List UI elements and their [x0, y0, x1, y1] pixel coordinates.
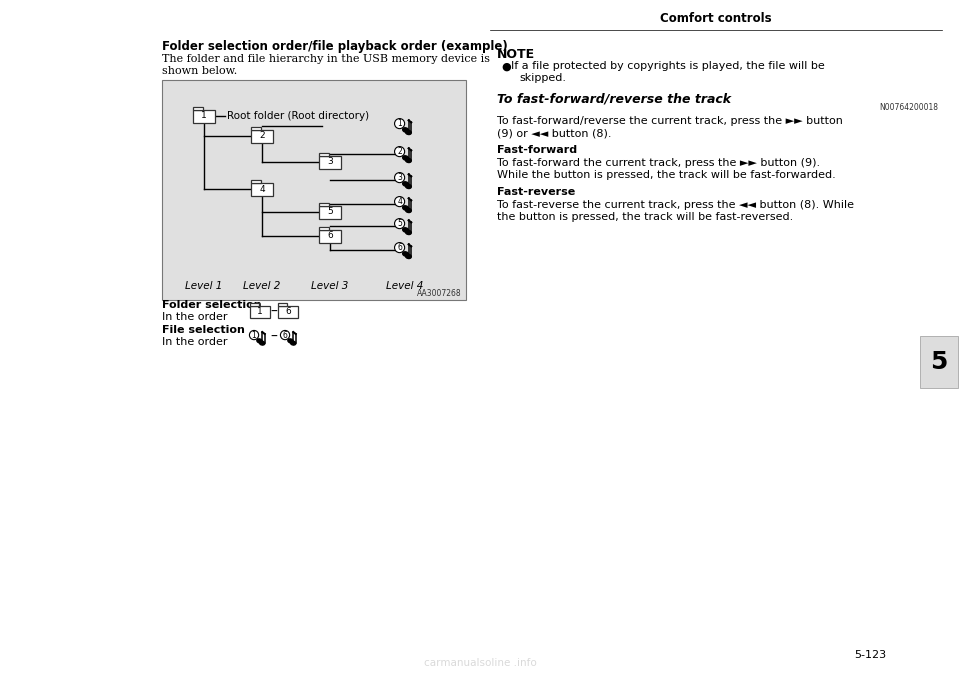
Text: To fast-forward/reverse the track: To fast-forward/reverse the track — [497, 92, 732, 105]
Ellipse shape — [405, 208, 411, 212]
Text: 3: 3 — [327, 157, 333, 167]
FancyBboxPatch shape — [251, 182, 273, 195]
Text: 5: 5 — [397, 219, 402, 228]
Text: 1: 1 — [202, 111, 206, 121]
Ellipse shape — [259, 341, 265, 345]
Circle shape — [395, 197, 405, 207]
Ellipse shape — [405, 184, 411, 188]
FancyBboxPatch shape — [250, 303, 259, 306]
FancyBboxPatch shape — [250, 306, 270, 318]
Text: AA3007268: AA3007268 — [418, 289, 462, 298]
Text: 6: 6 — [327, 231, 333, 241]
Text: 6: 6 — [282, 331, 287, 340]
Text: carmanualsoline .info: carmanualsoline .info — [423, 658, 537, 668]
Text: Fast-reverse: Fast-reverse — [497, 187, 575, 197]
Text: ●: ● — [501, 62, 511, 72]
Text: Level 3: Level 3 — [311, 281, 348, 291]
Ellipse shape — [405, 130, 411, 134]
Text: (9) or ◄◄ button (8).: (9) or ◄◄ button (8). — [497, 128, 612, 138]
Text: Folder selection order/file playback order (example): Folder selection order/file playback ord… — [162, 40, 508, 53]
Ellipse shape — [257, 339, 262, 343]
Text: Fast-forward: Fast-forward — [497, 145, 577, 155]
Ellipse shape — [402, 228, 409, 232]
FancyBboxPatch shape — [193, 106, 203, 110]
Text: 5-123: 5-123 — [854, 650, 886, 660]
FancyBboxPatch shape — [319, 153, 329, 155]
Ellipse shape — [405, 231, 411, 235]
Text: 3: 3 — [397, 173, 402, 182]
Bar — [162, 80, 466, 300]
FancyBboxPatch shape — [251, 129, 273, 142]
Text: –: – — [271, 305, 277, 319]
Circle shape — [395, 146, 405, 157]
FancyBboxPatch shape — [277, 306, 299, 318]
Ellipse shape — [288, 339, 293, 343]
FancyBboxPatch shape — [193, 110, 215, 123]
Text: the button is pressed, the track will be fast-reversed.: the button is pressed, the track will be… — [497, 212, 793, 222]
Text: 1: 1 — [252, 331, 256, 340]
Text: 5: 5 — [930, 350, 948, 374]
Text: Level 4: Level 4 — [386, 281, 423, 291]
Text: Level 2: Level 2 — [243, 281, 280, 291]
FancyBboxPatch shape — [319, 205, 341, 218]
Ellipse shape — [405, 158, 411, 163]
Ellipse shape — [402, 127, 409, 132]
Text: –: – — [271, 330, 277, 344]
Text: 1: 1 — [257, 308, 263, 317]
Text: 1: 1 — [397, 119, 402, 128]
Text: If a file protected by copyrights is played, the file will be: If a file protected by copyrights is pla… — [511, 61, 825, 71]
Text: skipped.: skipped. — [519, 73, 566, 83]
Text: NOTE: NOTE — [497, 48, 535, 61]
Text: 6: 6 — [285, 308, 291, 317]
Text: 4: 4 — [259, 184, 265, 193]
Ellipse shape — [402, 156, 409, 160]
FancyBboxPatch shape — [319, 226, 329, 229]
Text: In the order: In the order — [162, 312, 228, 322]
Text: To fast-forward the current track, press the ►► button (9).: To fast-forward the current track, press… — [497, 158, 820, 168]
Ellipse shape — [402, 182, 409, 186]
Text: To fast-reverse the current track, press the ◄◄ button (8). While: To fast-reverse the current track, press… — [497, 200, 854, 210]
Text: 4: 4 — [397, 197, 402, 206]
Ellipse shape — [405, 254, 411, 258]
Text: Level 1: Level 1 — [185, 281, 223, 291]
Text: Root folder (Root directory): Root folder (Root directory) — [228, 111, 370, 121]
FancyBboxPatch shape — [251, 127, 261, 129]
Text: The folder and file hierarchy in the USB memory device is: The folder and file hierarchy in the USB… — [162, 54, 490, 64]
Circle shape — [280, 330, 290, 340]
Text: shown below.: shown below. — [162, 66, 237, 76]
Text: Folder selection: Folder selection — [162, 300, 262, 310]
FancyBboxPatch shape — [319, 155, 341, 169]
FancyBboxPatch shape — [319, 203, 329, 205]
Text: Comfort controls: Comfort controls — [660, 12, 772, 24]
Ellipse shape — [402, 206, 409, 210]
Text: File selection: File selection — [162, 325, 245, 335]
Circle shape — [395, 218, 405, 228]
FancyBboxPatch shape — [251, 180, 261, 182]
Ellipse shape — [402, 252, 409, 256]
Circle shape — [395, 119, 405, 129]
Bar — [920, 336, 958, 388]
Circle shape — [250, 330, 258, 340]
Circle shape — [395, 243, 405, 253]
Text: 5: 5 — [327, 207, 333, 216]
Text: 6: 6 — [397, 243, 402, 252]
Text: 2: 2 — [259, 132, 265, 140]
Text: In the order: In the order — [162, 337, 228, 347]
Circle shape — [395, 173, 405, 182]
FancyBboxPatch shape — [319, 229, 341, 243]
Text: N00764200018: N00764200018 — [879, 103, 938, 112]
Text: To fast-forward/reverse the current track, press the ►► button: To fast-forward/reverse the current trac… — [497, 116, 843, 126]
Text: 2: 2 — [397, 147, 402, 156]
FancyBboxPatch shape — [277, 303, 287, 306]
Text: While the button is pressed, the track will be fast-forwarded.: While the button is pressed, the track w… — [497, 170, 836, 180]
Ellipse shape — [290, 341, 296, 345]
